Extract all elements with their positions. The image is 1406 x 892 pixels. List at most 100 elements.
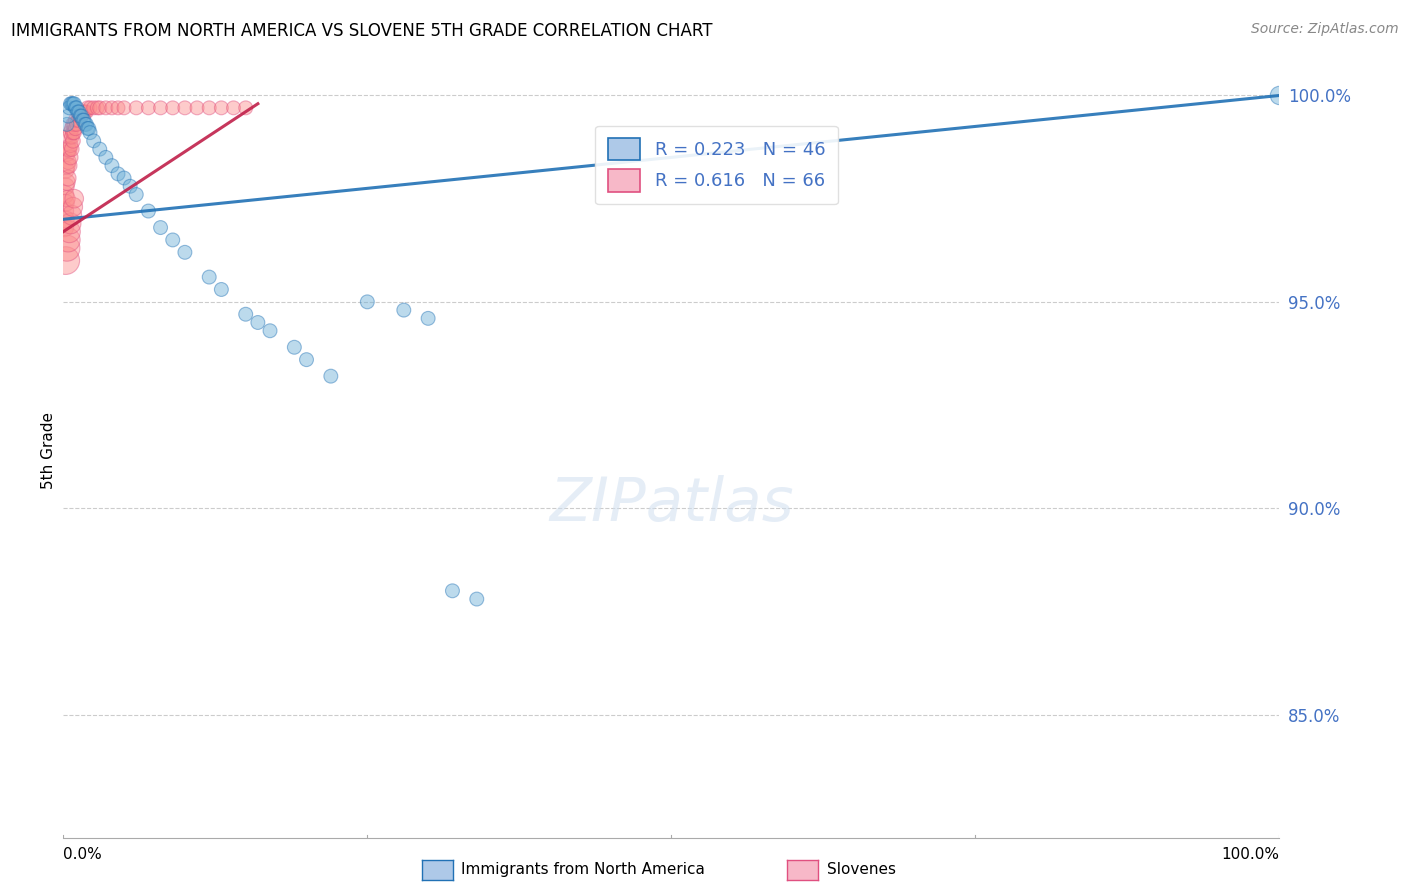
Point — [56, 233, 79, 247]
Point — [56, 146, 79, 161]
Text: Source: ZipAtlas.com: Source: ZipAtlas.com — [1251, 22, 1399, 37]
Point — [66, 113, 89, 128]
Point — [56, 109, 79, 123]
Point — [76, 101, 98, 115]
Text: IMMIGRANTS FROM NORTH AMERICA VS SLOVENE 5TH GRADE CORRELATION CHART: IMMIGRANTS FROM NORTH AMERICA VS SLOVENE… — [11, 22, 713, 40]
Point — [356, 294, 378, 309]
Point — [283, 340, 305, 354]
Point — [174, 101, 197, 115]
Point — [56, 171, 79, 186]
Point — [75, 105, 97, 120]
Point — [125, 187, 148, 202]
Point — [55, 162, 77, 177]
Point — [59, 216, 82, 230]
Point — [112, 101, 135, 115]
Point — [418, 311, 440, 326]
Point — [174, 245, 197, 260]
Text: 100.0%: 100.0% — [1222, 847, 1279, 862]
Point — [56, 175, 79, 189]
Point — [162, 101, 184, 115]
Point — [67, 109, 90, 123]
Point — [73, 105, 96, 120]
Point — [59, 96, 82, 111]
Point — [222, 101, 245, 115]
Point — [120, 179, 142, 194]
Point — [56, 159, 79, 173]
Point — [58, 159, 80, 173]
Point — [86, 101, 108, 115]
Point — [58, 101, 80, 115]
Point — [69, 109, 91, 123]
Point — [94, 150, 117, 164]
Point — [63, 96, 86, 111]
Point — [59, 138, 82, 153]
Point — [55, 179, 77, 194]
Point — [62, 126, 84, 140]
Point — [72, 105, 94, 120]
Point — [101, 101, 124, 115]
Point — [55, 212, 77, 227]
Point — [56, 192, 79, 206]
Point — [60, 142, 83, 156]
Point — [75, 117, 97, 131]
Point — [89, 142, 111, 156]
Point — [67, 105, 90, 120]
Point — [62, 117, 84, 131]
Point — [63, 126, 86, 140]
Point — [94, 101, 117, 115]
Point — [66, 101, 89, 115]
Point — [441, 583, 464, 598]
Point — [138, 101, 160, 115]
Point — [75, 105, 97, 120]
Point — [55, 195, 77, 210]
Point — [75, 117, 97, 131]
Y-axis label: 5th Grade: 5th Grade — [41, 412, 56, 489]
Point — [149, 101, 172, 115]
Point — [56, 117, 79, 131]
Point — [79, 126, 101, 140]
Point — [125, 101, 148, 115]
Point — [259, 324, 281, 338]
Point — [319, 369, 342, 384]
Point — [65, 101, 87, 115]
Point — [101, 159, 124, 173]
Point — [60, 208, 83, 222]
Point — [72, 113, 94, 128]
Point — [62, 200, 84, 214]
Point — [235, 101, 257, 115]
Point — [66, 117, 89, 131]
Point — [162, 233, 184, 247]
Point — [198, 270, 221, 285]
Point — [56, 241, 79, 255]
Text: 0.0%: 0.0% — [63, 847, 103, 862]
Point — [53, 204, 76, 219]
Point — [58, 142, 80, 156]
Point — [69, 109, 91, 123]
Point — [59, 150, 82, 164]
Point — [209, 283, 232, 297]
Point — [63, 192, 86, 206]
Point — [83, 134, 105, 148]
Point — [1268, 88, 1291, 103]
Point — [186, 101, 208, 115]
Point — [112, 171, 135, 186]
Point — [66, 105, 89, 120]
Point — [55, 253, 77, 268]
Point — [73, 113, 96, 128]
Text: ZIPatlas: ZIPatlas — [550, 475, 793, 534]
Point — [149, 220, 172, 235]
Point — [70, 109, 93, 123]
Point — [83, 101, 105, 115]
Point — [58, 225, 80, 239]
Point — [77, 121, 100, 136]
Point — [53, 220, 76, 235]
Point — [65, 121, 87, 136]
Point — [60, 96, 83, 111]
Point — [63, 117, 86, 131]
Point — [198, 101, 221, 115]
Point — [76, 121, 98, 136]
Point — [138, 204, 160, 219]
Point — [56, 142, 79, 156]
Point — [60, 121, 83, 136]
Point — [89, 101, 111, 115]
